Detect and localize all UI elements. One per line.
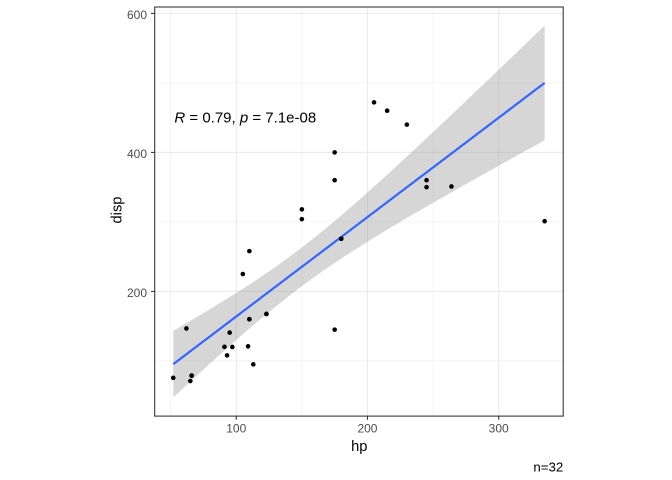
svg-text:600: 600: [127, 8, 147, 22]
svg-text:n=32: n=32: [533, 459, 563, 474]
svg-text:200: 200: [357, 422, 377, 436]
svg-text:disp: disp: [110, 197, 126, 224]
svg-text:R = 0.79, p = 7.1e-08: R = 0.79, p = 7.1e-08: [174, 109, 316, 126]
svg-text:400: 400: [127, 147, 147, 161]
svg-text:100: 100: [226, 422, 246, 436]
svg-text:300: 300: [489, 422, 509, 436]
svg-text:200: 200: [127, 286, 147, 300]
svg-text:hp: hp: [351, 439, 367, 455]
